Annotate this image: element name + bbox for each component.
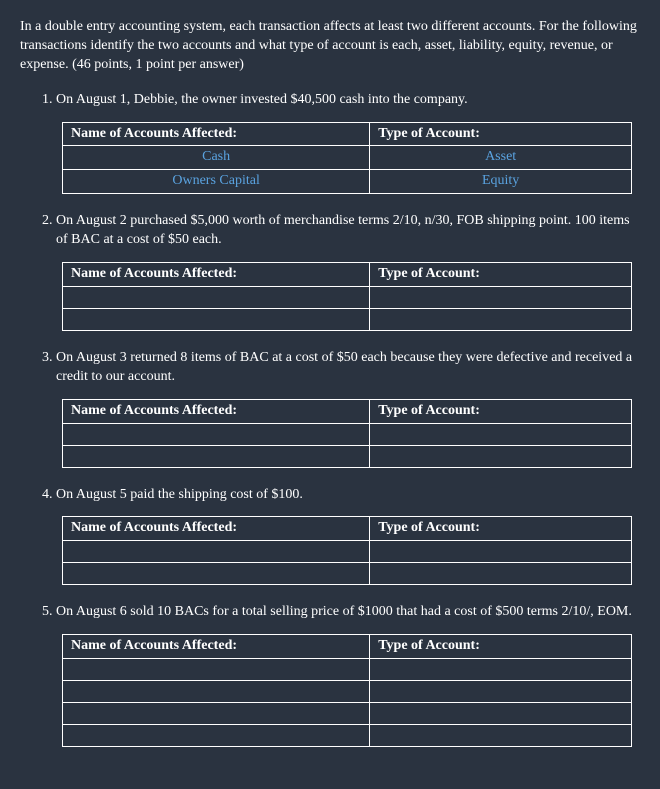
question-text: On August 5 paid the shipping cost of $1… [56, 486, 640, 505]
header-accounts: Name of Accounts Affected: [63, 635, 370, 659]
accounts-table: Name of Accounts Affected: Type of Accou… [62, 516, 632, 585]
header-accounts: Name of Accounts Affected: [63, 399, 370, 423]
question-item: On August 3 returned 8 items of BAC at a… [56, 349, 640, 468]
question-item: On August 2 purchased $5,000 worth of me… [56, 212, 640, 331]
table-row [63, 681, 632, 703]
table-header-row: Name of Accounts Affected: Type of Accou… [63, 635, 632, 659]
table-row [63, 445, 632, 467]
question-item: On August 1, Debbie, the owner invested … [56, 91, 640, 195]
accounts-table: Name of Accounts Affected: Type of Accou… [62, 634, 632, 747]
question-list: On August 1, Debbie, the owner invested … [20, 91, 640, 747]
cell-type [370, 308, 632, 330]
cell-account [63, 563, 370, 585]
question-text: On August 2 purchased $5,000 worth of me… [56, 212, 640, 250]
cell-account [63, 541, 370, 563]
cell-type [370, 725, 632, 747]
header-type: Type of Account: [370, 399, 632, 423]
table-row [63, 308, 632, 330]
cell-account [63, 286, 370, 308]
cell-account [63, 445, 370, 467]
cell-account [63, 423, 370, 445]
table-header-row: Name of Accounts Affected: Type of Accou… [63, 399, 632, 423]
accounts-table: Name of Accounts Affected: Type of Accou… [62, 122, 632, 195]
table-row [63, 563, 632, 585]
cell-type [370, 563, 632, 585]
cell-account: Cash [63, 146, 370, 170]
cell-account: Owners Capital [63, 170, 370, 194]
table-row [63, 725, 632, 747]
table-header-row: Name of Accounts Affected: Type of Accou… [63, 517, 632, 541]
cell-type: Asset [370, 146, 632, 170]
cell-type [370, 681, 632, 703]
header-accounts: Name of Accounts Affected: [63, 122, 370, 146]
cell-account [63, 681, 370, 703]
table-row: Cash Asset [63, 146, 632, 170]
header-type: Type of Account: [370, 635, 632, 659]
cell-type [370, 423, 632, 445]
cell-type [370, 445, 632, 467]
table-header-row: Name of Accounts Affected: Type of Accou… [63, 122, 632, 146]
accounts-table: Name of Accounts Affected: Type of Accou… [62, 262, 632, 331]
question-text: On August 6 sold 10 BACs for a total sel… [56, 603, 640, 622]
table-row: Owners Capital Equity [63, 170, 632, 194]
cell-type [370, 541, 632, 563]
cell-account [63, 308, 370, 330]
cell-account [63, 703, 370, 725]
accounts-table: Name of Accounts Affected: Type of Accou… [62, 399, 632, 468]
question-item: On August 6 sold 10 BACs for a total sel… [56, 603, 640, 747]
cell-type: Equity [370, 170, 632, 194]
question-text: On August 1, Debbie, the owner invested … [56, 91, 640, 110]
table-row [63, 703, 632, 725]
table-row [63, 541, 632, 563]
cell-account [63, 725, 370, 747]
table-row [63, 423, 632, 445]
header-accounts: Name of Accounts Affected: [63, 263, 370, 287]
header-accounts: Name of Accounts Affected: [63, 517, 370, 541]
cell-type [370, 286, 632, 308]
cell-type [370, 659, 632, 681]
question-text: On August 3 returned 8 items of BAC at a… [56, 349, 640, 387]
cell-type [370, 703, 632, 725]
header-type: Type of Account: [370, 517, 632, 541]
table-row [63, 659, 632, 681]
cell-account [63, 659, 370, 681]
intro-text: In a double entry accounting system, eac… [20, 18, 640, 75]
header-type: Type of Account: [370, 263, 632, 287]
table-row [63, 286, 632, 308]
table-header-row: Name of Accounts Affected: Type of Accou… [63, 263, 632, 287]
question-item: On August 5 paid the shipping cost of $1… [56, 486, 640, 586]
header-type: Type of Account: [370, 122, 632, 146]
